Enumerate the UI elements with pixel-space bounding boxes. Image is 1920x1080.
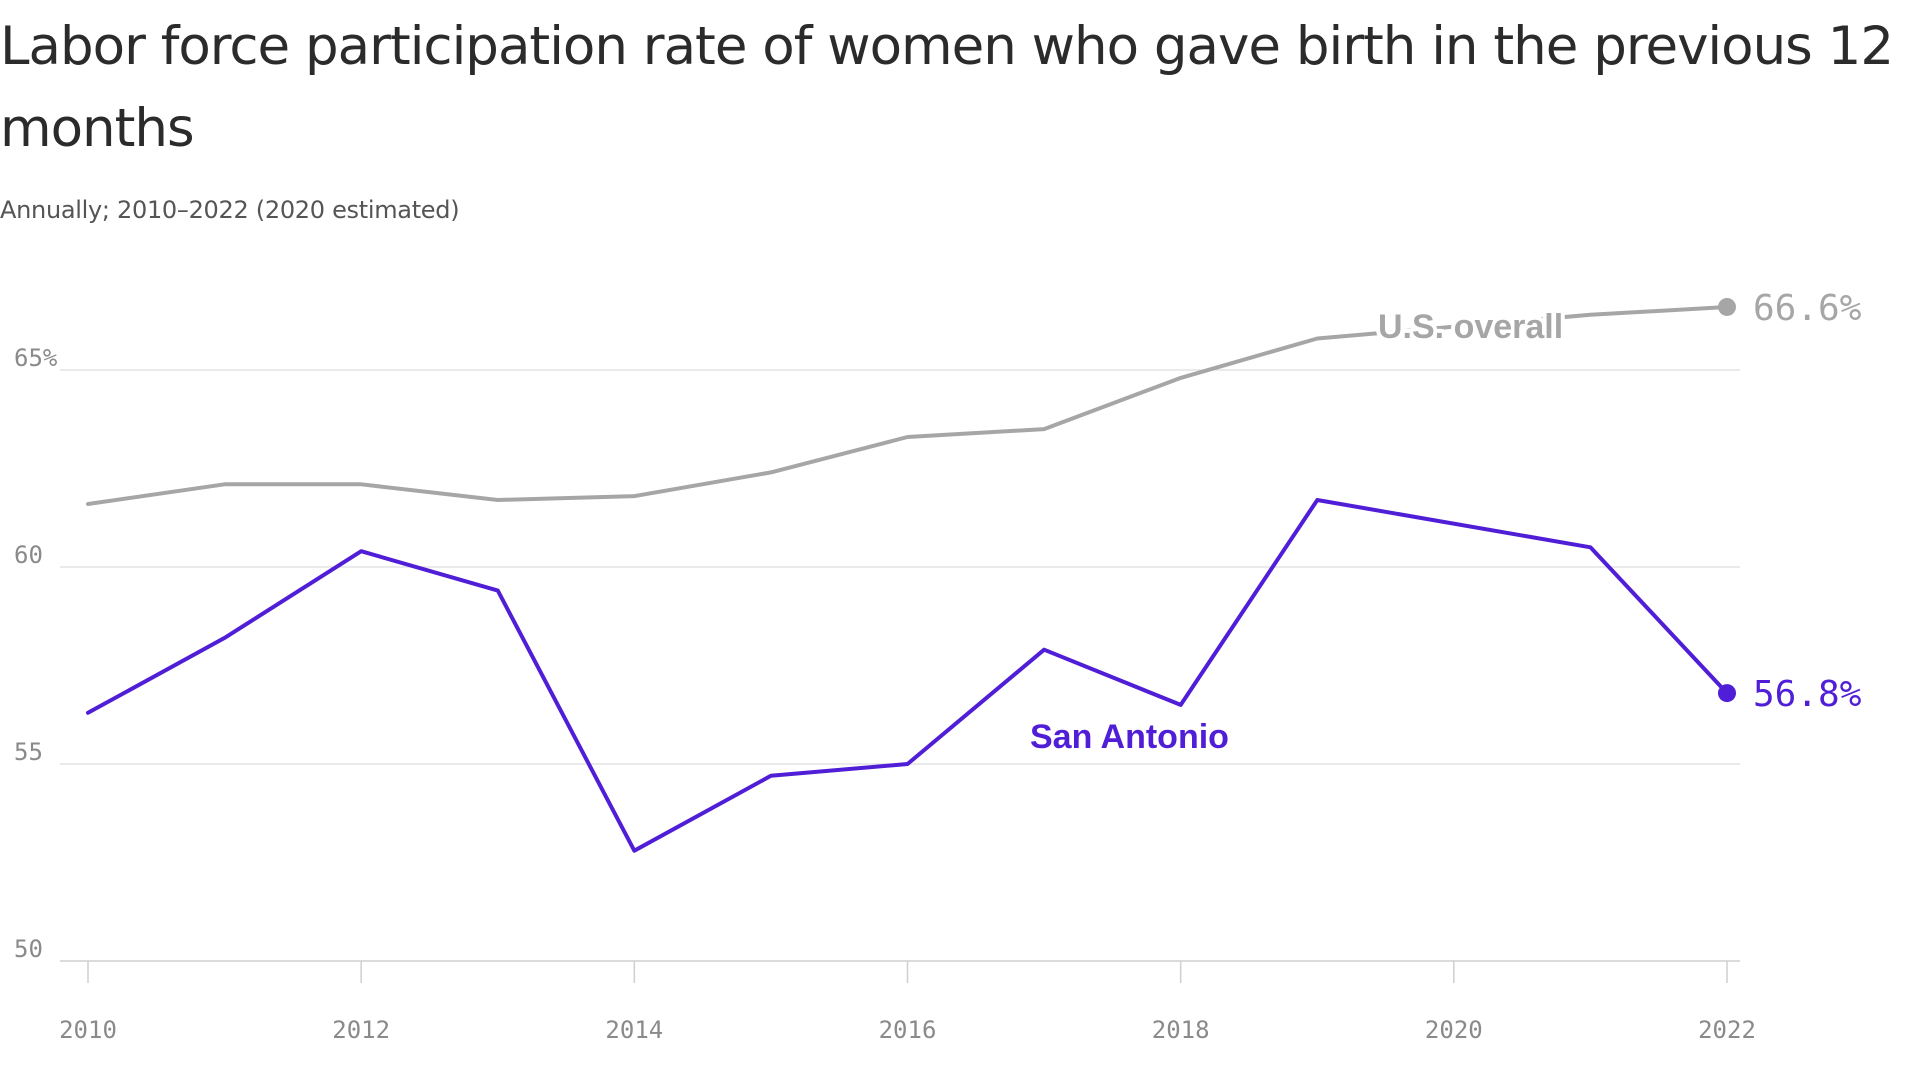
endpoint-marker-san-antonio [1718, 684, 1736, 703]
series-lines [86, 297, 1736, 853]
series-label-halo: U.S. overall [1378, 308, 1563, 346]
y-tick-label: 55 [14, 738, 43, 766]
series-line-u-s-overall [86, 305, 1729, 506]
y-tick-label: 65% [14, 344, 58, 372]
x-tick-label: 2022 [1698, 1016, 1756, 1044]
x-tick-label: 2010 [59, 1016, 117, 1044]
endpoint-marker-u-s-overall [1718, 297, 1736, 316]
x-tick-label: 2018 [1152, 1016, 1210, 1044]
series-label-san-antonio: San Antonio [1030, 718, 1229, 756]
axes: 50 55 60 65% 2010 2012 2014 2016 2018 2020 2022 [14, 344, 1756, 1044]
chart-title: Labor force participation rate of women … [0, 16, 1894, 159]
gridlines [60, 369, 1740, 962]
x-tick-label: 2020 [1425, 1016, 1483, 1044]
y-tick-label: 60 [14, 541, 43, 569]
x-tick-label: 2014 [605, 1016, 663, 1044]
series-label-u-s-overall: U.S. overall [1378, 308, 1563, 346]
y-tick-label: 50 [14, 935, 43, 963]
series-label-halo: San Antonio [1030, 718, 1229, 756]
x-tick-label: 2012 [332, 1016, 390, 1044]
x-tick-label: 2016 [879, 1016, 937, 1044]
chart-subtitle: Annually; 2010–2022 (2020 estimated) [0, 196, 460, 224]
series-line-san-antonio [86, 498, 1729, 853]
end-value-label-san-antonio: 56.8% [1753, 674, 1862, 715]
end-value-label-u-s-overall: 66.6% [1753, 288, 1862, 329]
